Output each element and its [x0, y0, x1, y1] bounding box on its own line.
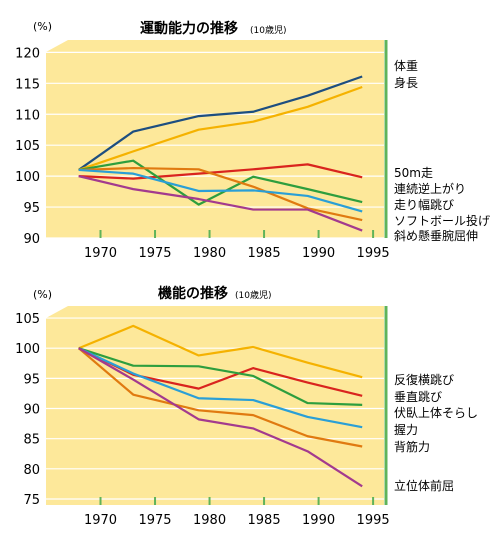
chart1-legend-habatobi: 走り幅跳び: [394, 197, 454, 212]
chart2-background: [46, 306, 384, 505]
chart2-ytick-label: 95: [23, 372, 40, 387]
chart1-xtick-label: 1985: [248, 246, 281, 261]
chart2-ylabel: (%): [33, 288, 52, 301]
chart2-series-line-3: [78, 347, 363, 429]
chart1-legend-softball: ソフトボール投げ: [394, 213, 490, 228]
chart1-series-line-5: [78, 168, 363, 213]
chart1-title: 運動能力の推移: [140, 20, 238, 37]
chart2-ytick-label: 90: [23, 403, 40, 418]
chart2-series-line-5: [78, 347, 363, 488]
chart1-xtick-label: 1990: [302, 246, 335, 261]
chart2-xtick-label: 1995: [357, 513, 390, 528]
chart1-ytick-label: 100: [15, 170, 40, 185]
chart1-ytick-label: 90: [23, 232, 40, 247]
chart1-legend-kensui: 斜め懸垂腕屈伸: [394, 228, 478, 243]
chart2-ytick-label: 100: [15, 342, 40, 357]
chart1-legend-50m: 50m走: [394, 166, 433, 180]
chart1-series-line-4: [78, 166, 363, 222]
chart2-series-line-0: [78, 324, 363, 379]
chart1-ytick-label: 105: [15, 139, 40, 154]
chart2-series-line-2: [78, 347, 363, 406]
chart1-ylabel: (%): [33, 20, 52, 33]
chart2-ytick-label: 105: [15, 312, 40, 327]
chart2-legend-akuryoku: 握力: [394, 422, 418, 437]
chart1-xtick-label: 1980: [193, 246, 226, 261]
chart2-ytick-label: 75: [23, 493, 40, 508]
chart1-series-line-0: [78, 75, 363, 171]
chart1-ytick-label: 110: [15, 108, 40, 123]
chart2-plot: 75 80 85 90 95 100 105 1970 1975 1980 1985 1990 1995: [15, 306, 390, 528]
chart1-ytick-label: 120: [15, 46, 40, 61]
chart2-ytick-label: 85: [23, 433, 40, 448]
chart2-legend-suichoku: 垂直跳び: [394, 390, 442, 404]
chart1-series-line-6: [78, 175, 363, 232]
chart2-ytick-label: 80: [23, 463, 40, 478]
chart2-xtick-label: 1980: [193, 513, 226, 528]
chart1-legend-sakagari: 連続逆上がり: [394, 181, 466, 196]
chart1-title-note: (10歳児): [250, 24, 286, 36]
chart1-ytick-label: 95: [23, 201, 40, 216]
chart1-legend-shincho: 身長: [394, 75, 418, 90]
chart2-xtick-label: 1990: [302, 513, 335, 528]
chart1-series-line-2: [78, 163, 363, 180]
chart2-series-line-4: [77, 347, 363, 448]
chart2-legend-haikin: 背筋力: [394, 439, 430, 454]
chart1-xtick-label: 1970: [84, 246, 117, 261]
chart2-title-note: (10歳児): [235, 289, 271, 301]
chart2-legend-ritsui: 立位体前屈: [394, 478, 454, 493]
chart1-plot: 90 95 100 105 110 115 120 1970 1975 1980 1985 1990 1…: [15, 40, 390, 261]
chart1-ytick-label: 115: [15, 77, 40, 92]
chart2-legend-fukuga: 伏臥上体そらし: [394, 406, 478, 420]
chart1-series-line-1: [78, 85, 363, 171]
chart2-xtick-label: 1985: [248, 513, 281, 528]
chart2-title: 機能の推移: [158, 285, 228, 302]
chart1-background: [46, 40, 384, 238]
chart2-xtick-label: 1970: [84, 513, 117, 528]
chart1-legend-taiju: 体重: [394, 59, 418, 73]
chart2-xtick-label: 1975: [138, 513, 171, 528]
chart1-xtick-label: 1995: [357, 246, 390, 261]
chart2-legend-hanpuku: 反復横跳び: [394, 372, 454, 387]
chart1-xtick-label: 1975: [138, 246, 171, 261]
